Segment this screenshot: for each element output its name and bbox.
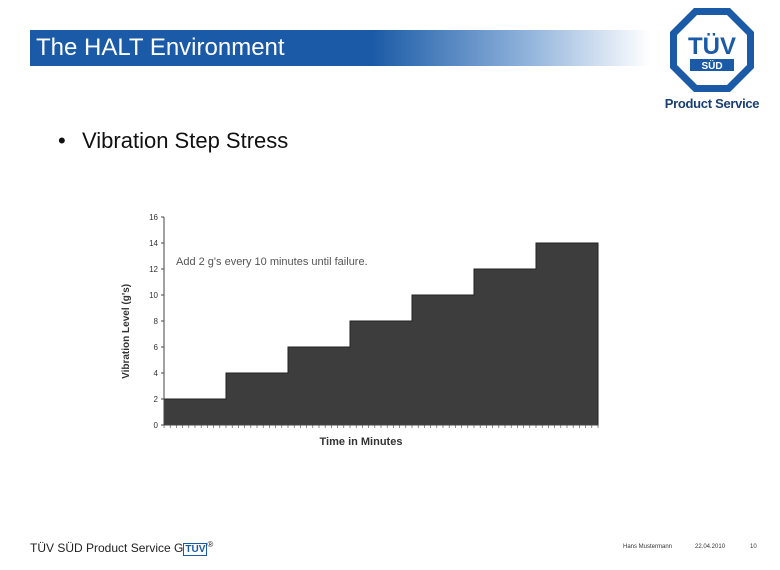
y-tick-label: 16 — [149, 213, 158, 222]
bullet-dot-icon: • — [58, 128, 66, 153]
y-tick-label: 0 — [154, 421, 159, 430]
tuv-octagon-icon: TÜV SÜD — [670, 8, 754, 92]
chart-annotation: Add 2 g's every 10 minutes until failure… — [176, 256, 368, 268]
footer-logo-mark: TÜV — [183, 543, 208, 556]
footer-author: Hans Mustermann — [623, 544, 673, 550]
slide-title: The HALT Environment — [36, 34, 285, 61]
logo-caption: Product Service — [664, 96, 760, 111]
footer-page: 10 — [750, 544, 757, 550]
y-tick-label: 14 — [149, 239, 158, 248]
title-bar: The HALT Environment — [30, 30, 650, 66]
tuv-logo: TÜV SÜD Product Service — [664, 6, 760, 116]
bullet-text: Vibration Step Stress — [82, 128, 289, 153]
footer-company-text: TÜV SÜD Product Service G — [30, 541, 184, 555]
bullet-item: • Vibration Step Stress — [58, 128, 288, 154]
registered-mark: ® — [207, 540, 214, 549]
y-tick-label: 10 — [149, 291, 158, 300]
y-tick-label: 4 — [154, 369, 159, 378]
y-tick-label: 6 — [154, 343, 159, 352]
logo-subtext: SÜD — [701, 59, 722, 72]
vibration-step-chart: 0 2 4 6 8 10 12 14 16 Add 2 g's every 10 minutes … — [121, 213, 599, 448]
y-tick-label: 12 — [149, 265, 158, 274]
footer-company: TÜV SÜD Product Service G TÜV ® — [30, 540, 214, 556]
y-tick-label: 2 — [154, 395, 159, 404]
x-axis-label: Time in Minutes — [320, 436, 403, 448]
footer-date: 22.04.2010 — [695, 544, 726, 550]
logo-text: TÜV — [688, 33, 736, 60]
step-area-series — [163, 242, 599, 426]
y-tick-label: 8 — [154, 317, 159, 326]
y-axis-label: Vibration Level (g's) — [121, 284, 132, 379]
